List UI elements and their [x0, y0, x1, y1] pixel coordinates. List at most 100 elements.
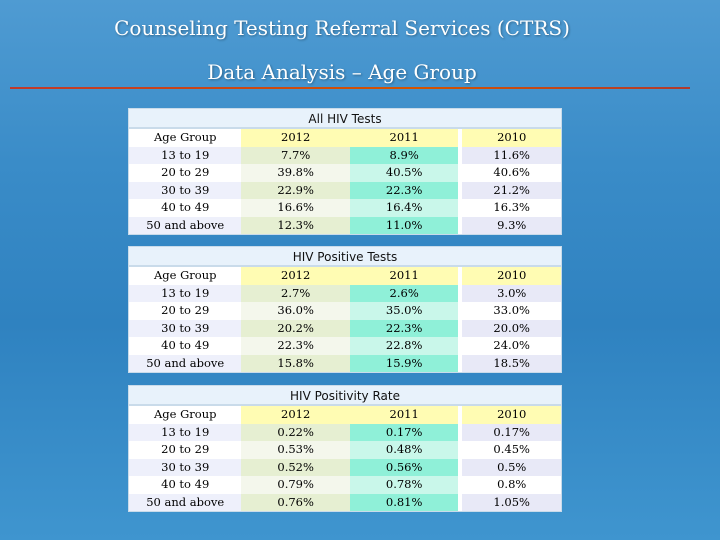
value-cell: 2.7% [241, 284, 350, 302]
table-title: HIV Positivity Rate [128, 385, 562, 405]
table-row: 13 to 19 2.7% 2.6% 3.0% [129, 284, 562, 302]
table-title: All HIV Tests [128, 108, 562, 128]
table-header-row: Age Group 2012 2011 2010 [129, 406, 562, 424]
value-cell: 0.52% [241, 458, 350, 476]
table-body: Age Group 2012 2011 2010 13 to 19 0.22% … [128, 405, 562, 512]
table-title: HIV Positive Tests [128, 246, 562, 266]
value-cell: 24.0% [462, 337, 562, 355]
value-cell: 0.22% [241, 423, 350, 441]
header-cell: 2011 [349, 267, 459, 285]
table-row: 30 to 39 0.52% 0.56% 0.5% [129, 458, 562, 476]
table-row: 40 to 49 22.3% 22.8% 24.0% [129, 337, 562, 355]
value-cell: 8.9% [349, 146, 459, 164]
value-cell: 0.76% [241, 493, 350, 511]
table-hiv-positive-tests: HIV Positive Tests Age Group 2012 2011 2… [128, 246, 562, 373]
value-cell: 0.17% [462, 423, 562, 441]
value-cell: 2.6% [349, 284, 459, 302]
age-group-cell: 30 to 39 [129, 319, 242, 337]
table-body: Age Group 2012 2011 2010 13 to 19 7.7% 8… [128, 128, 562, 235]
value-cell: 16.3% [462, 199, 562, 217]
table-header-row: Age Group 2012 2011 2010 [129, 267, 562, 285]
table-row: 20 to 29 39.8% 40.5% 40.6% [129, 164, 562, 182]
age-group-cell: 20 to 29 [129, 302, 242, 320]
header-cell: 2010 [462, 129, 562, 147]
value-cell: 0.79% [241, 476, 350, 494]
value-cell: 0.5% [462, 458, 562, 476]
value-cell: 35.0% [349, 302, 459, 320]
table-row: 40 to 49 16.6% 16.4% 16.3% [129, 199, 562, 217]
value-cell: 0.78% [349, 476, 459, 494]
value-cell: 39.8% [241, 164, 350, 182]
table-row: 50 and above 0.76% 0.81% 1.05% [129, 493, 562, 511]
age-group-cell: 50 and above [129, 354, 242, 372]
age-group-cell: 40 to 49 [129, 199, 242, 217]
table-body: Age Group 2012 2011 2010 13 to 19 2.7% 2… [128, 266, 562, 373]
table-row: 30 to 39 20.2% 22.3% 20.0% [129, 319, 562, 337]
value-cell: 16.4% [349, 199, 459, 217]
value-cell: 22.8% [349, 337, 459, 355]
value-cell: 22.3% [241, 337, 350, 355]
value-cell: 3.0% [462, 284, 562, 302]
value-cell: 22.9% [241, 181, 350, 199]
value-cell: 7.7% [241, 146, 350, 164]
header-cell: 2012 [241, 406, 350, 424]
header-cell: 2011 [349, 406, 459, 424]
value-cell: 0.53% [241, 441, 350, 459]
value-cell: 22.3% [349, 319, 459, 337]
age-group-cell: 50 and above [129, 493, 242, 511]
table-header-row: Age Group 2012 2011 2010 [129, 129, 562, 147]
slide-title: Counseling Testing Referral Services (CT… [114, 16, 570, 40]
value-cell: 40.6% [462, 164, 562, 182]
value-cell: 0.17% [349, 423, 459, 441]
age-group-cell: 20 to 29 [129, 164, 242, 182]
age-group-cell: 40 to 49 [129, 337, 242, 355]
header-cell: 2010 [462, 406, 562, 424]
value-cell: 21.2% [462, 181, 562, 199]
age-group-cell: 40 to 49 [129, 476, 242, 494]
value-cell: 0.81% [349, 493, 459, 511]
value-cell: 15.8% [241, 354, 350, 372]
table-row: 13 to 19 0.22% 0.17% 0.17% [129, 423, 562, 441]
value-cell: 22.3% [349, 181, 459, 199]
value-cell: 33.0% [462, 302, 562, 320]
value-cell: 11.6% [462, 146, 562, 164]
table-all-hiv-tests: All HIV Tests Age Group 2012 2011 2010 1… [128, 108, 562, 235]
header-cell: Age Group [153, 407, 217, 421]
value-cell: 20.0% [462, 319, 562, 337]
age-group-cell: 30 to 39 [129, 181, 242, 199]
table-row: 50 and above 15.8% 15.9% 18.5% [129, 354, 562, 372]
value-cell: 11.0% [349, 216, 459, 234]
value-cell: 15.9% [349, 354, 459, 372]
value-cell: 20.2% [241, 319, 350, 337]
value-cell: 0.8% [462, 476, 562, 494]
value-cell: 0.48% [349, 441, 459, 459]
value-cell: 9.3% [462, 216, 562, 234]
header-cell: 2011 [349, 129, 459, 147]
age-group-cell: 13 to 19 [129, 284, 242, 302]
value-cell: 36.0% [241, 302, 350, 320]
table-hiv-positivity-rate: HIV Positivity Rate Age Group 2012 2011 … [128, 385, 562, 512]
table-row: 50 and above 12.3% 11.0% 9.3% [129, 216, 562, 234]
title-divider [10, 87, 690, 89]
slide-subtitle: Data Analysis – Age Group [207, 60, 477, 84]
header-cell: Age Group [153, 268, 217, 282]
header-cell: Age Group [153, 130, 217, 144]
table-row: 30 to 39 22.9% 22.3% 21.2% [129, 181, 562, 199]
table-row: 40 to 49 0.79% 0.78% 0.8% [129, 476, 562, 494]
age-group-cell: 30 to 39 [129, 458, 242, 476]
value-cell: 16.6% [241, 199, 350, 217]
value-cell: 0.45% [462, 441, 562, 459]
age-group-cell: 50 and above [129, 216, 242, 234]
value-cell: 1.05% [462, 493, 562, 511]
header-cell: 2010 [462, 267, 562, 285]
table-row: 20 to 29 0.53% 0.48% 0.45% [129, 441, 562, 459]
value-cell: 12.3% [241, 216, 350, 234]
value-cell: 40.5% [349, 164, 459, 182]
value-cell: 0.56% [349, 458, 459, 476]
age-group-cell: 20 to 29 [129, 441, 242, 459]
age-group-cell: 13 to 19 [129, 146, 242, 164]
age-group-cell: 13 to 19 [129, 423, 242, 441]
header-cell: 2012 [241, 129, 350, 147]
value-cell: 18.5% [462, 354, 562, 372]
table-row: 20 to 29 36.0% 35.0% 33.0% [129, 302, 562, 320]
